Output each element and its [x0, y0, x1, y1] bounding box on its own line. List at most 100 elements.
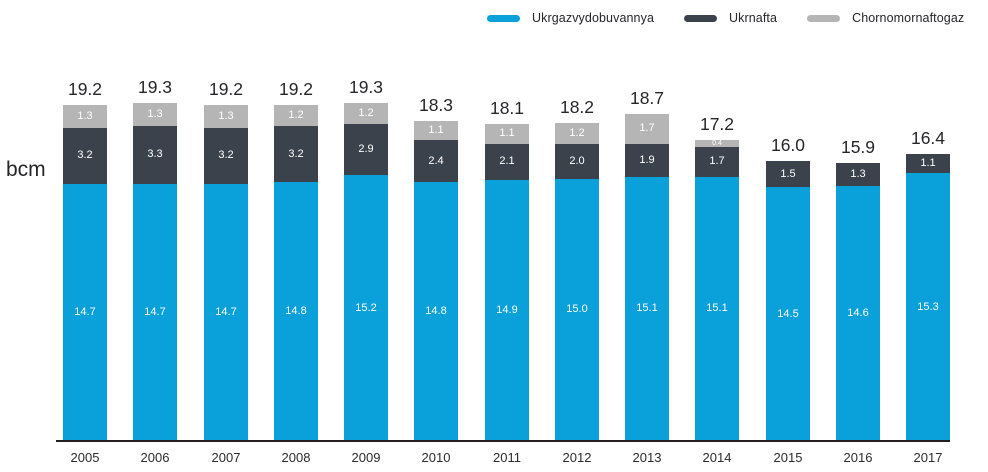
legend-swatch-chornomornaftogaz	[807, 14, 841, 22]
x-tick-label: 2015	[773, 450, 803, 465]
total-label: 19.2	[208, 79, 244, 99]
legend-label-ukrgazvydobuvannya: Ukrgazvydobuvannya	[532, 11, 655, 25]
bar-segment-ukrgazvydobuvannya: 14.5	[766, 187, 810, 442]
legend-item-ukrnafta: Ukrnafta	[684, 11, 777, 25]
bar-segment-ukrnafta: 3.2	[63, 127, 107, 184]
bar-segment-chornomornaftogaz: 1.7	[625, 113, 669, 144]
bar-value-label: 15.1	[706, 302, 728, 315]
x-tick-label: 2014	[702, 450, 732, 465]
bar-segment-ukrgazvydobuvannya: 15.0	[555, 178, 599, 441]
bar-segment-chornomornaftogaz: 1.2	[555, 122, 599, 144]
bar-segment-chornomornaftogaz: 1.3	[63, 105, 107, 128]
bar-value-label: 1.2	[288, 109, 304, 121]
bar-value-label: 1.2	[358, 107, 374, 120]
bar-segment-ukrgazvydobuvannya: 15.1	[695, 176, 739, 442]
bar-value-label: 1.9	[639, 153, 655, 166]
bar-value-label: 1.1	[428, 123, 444, 136]
bar-segment-ukrnafta: 2.4	[414, 140, 458, 182]
bar-segment-chornomornaftogaz: 1.3	[204, 105, 248, 128]
x-tick-label: 2005	[70, 450, 100, 465]
bar-segment-ukrnafta: 2.1	[485, 143, 529, 181]
bar-segment-ukrnafta: 2.9	[344, 124, 388, 176]
total-label: 15.9	[840, 136, 876, 157]
bar-segment-chornomornaftogaz: 1.1	[485, 124, 529, 144]
bar-value-label: 1.2	[569, 126, 585, 139]
bar-value-label: 1.1	[499, 127, 515, 140]
bar-value-label: 15.0	[566, 303, 588, 316]
bar-value-label: 14.8	[285, 305, 307, 317]
bar-segment-ukrnafta: 3.3	[133, 126, 177, 184]
total-label: 17.2	[699, 114, 735, 134]
bar-value-label: 14.7	[144, 305, 166, 318]
bar-value-label: 0.4	[712, 140, 722, 147]
bar-value-label: 2.4	[428, 154, 444, 167]
bar-segment-ukrgazvydobuvannya: 14.7	[133, 183, 177, 442]
x-tick-label: 2007	[211, 450, 241, 465]
bar-segment-chornomornaftogaz: 1.1	[414, 120, 458, 141]
bar-segment-ukrnafta: 3.2	[204, 127, 248, 184]
bar-value-label: 1.3	[147, 108, 163, 121]
bar-value-label: 3.2	[288, 147, 304, 160]
bar-segment-ukrgazvydobuvannya: 15.2	[344, 175, 388, 441]
total-label: 18.2	[559, 96, 595, 117]
x-tick-label: 2011	[493, 450, 521, 465]
bar-value-label: 14.8	[425, 305, 447, 317]
bar-value-label: 1.7	[639, 122, 655, 135]
total-label: 16.0	[770, 135, 806, 155]
bar-value-label: 14.5	[777, 307, 799, 320]
bar-segment-ukrgazvydobuvannya: 14.8	[274, 182, 318, 441]
total-label: 16.4	[910, 128, 946, 148]
x-tick-label: 2016	[843, 450, 873, 465]
x-tick-label: 2006	[140, 450, 170, 465]
x-tick-label: 2010	[421, 450, 451, 465]
bar-segment-ukrnafta: 1.7	[695, 147, 739, 177]
bar-segment-ukrnafta: 1.9	[625, 143, 669, 177]
bar-segment-ukrgazvydobuvannya: 14.8	[414, 182, 458, 441]
x-tick-label: 2009	[351, 450, 381, 465]
bar-value-label: 1.1	[920, 157, 936, 170]
x-tick-label: 2012	[562, 450, 592, 465]
legend: Ukrgazvydobuvannya Ukrnafta Chornomornaf…	[487, 7, 964, 29]
legend-item-chornomornaftogaz: Chornomornaftogaz	[807, 11, 964, 25]
x-tick-label: 2017	[913, 450, 943, 465]
x-tick-label: 2008	[281, 450, 311, 465]
bar-value-label: 3.2	[218, 149, 234, 162]
bar-value-label: 1.3	[77, 109, 93, 122]
bar-segment-ukrnafta: 1.5	[766, 161, 810, 188]
bar-value-label: 2.0	[569, 154, 585, 167]
bar-value-label: 14.9	[496, 304, 518, 317]
legend-swatch-ukrgazvydobuvannya	[487, 14, 520, 22]
total-label: 19.3	[348, 77, 384, 98]
legend-item-ukrgazvydobuvannya: Ukrgazvydobuvannya	[487, 11, 654, 25]
bar-value-label: 3.3	[147, 148, 163, 161]
bar-value-label: 14.7	[74, 305, 96, 318]
bar-segment-ukrnafta: 1.1	[906, 154, 950, 174]
bar-value-label: 15.3	[917, 300, 939, 313]
bar-segment-ukrgazvydobuvannya: 15.3	[906, 173, 950, 442]
bar-value-label: 14.6	[847, 306, 869, 319]
bar-segment-ukrnafta: 3.2	[274, 126, 318, 182]
x-tick-label: 2013	[632, 450, 662, 465]
bar-segment-ukrgazvydobuvannya: 15.1	[625, 176, 669, 442]
bar-segment-ukrgazvydobuvannya: 14.7	[63, 183, 107, 442]
total-label: 18.3	[418, 94, 454, 115]
bar-segment-ukrnafta: 1.3	[836, 162, 880, 186]
bar-value-label: 14.7	[215, 305, 237, 318]
legend-label-ukrnafta: Ukrnafta	[729, 11, 778, 25]
bar-segment-chornomornaftogaz: 1.3	[133, 103, 177, 127]
bar-segment-chornomornaftogaz: 0.4	[695, 140, 739, 147]
bar-value-label: 2.9	[358, 143, 374, 156]
total-label: 18.1	[489, 98, 525, 119]
total-label: 19.2	[67, 79, 103, 99]
bar-value-label: 15.2	[355, 301, 377, 314]
bar-value-label: 2.1	[499, 155, 515, 168]
bar-value-label: 15.1	[636, 302, 658, 315]
bar-value-label: 1.5	[780, 167, 796, 180]
total-label: 18.7	[629, 87, 665, 108]
x-axis-line	[56, 440, 950, 442]
bar-value-label: 1.7	[709, 155, 725, 168]
bar-segment-ukrnafta: 2.0	[555, 143, 599, 179]
bar-value-label: 1.3	[218, 109, 234, 122]
